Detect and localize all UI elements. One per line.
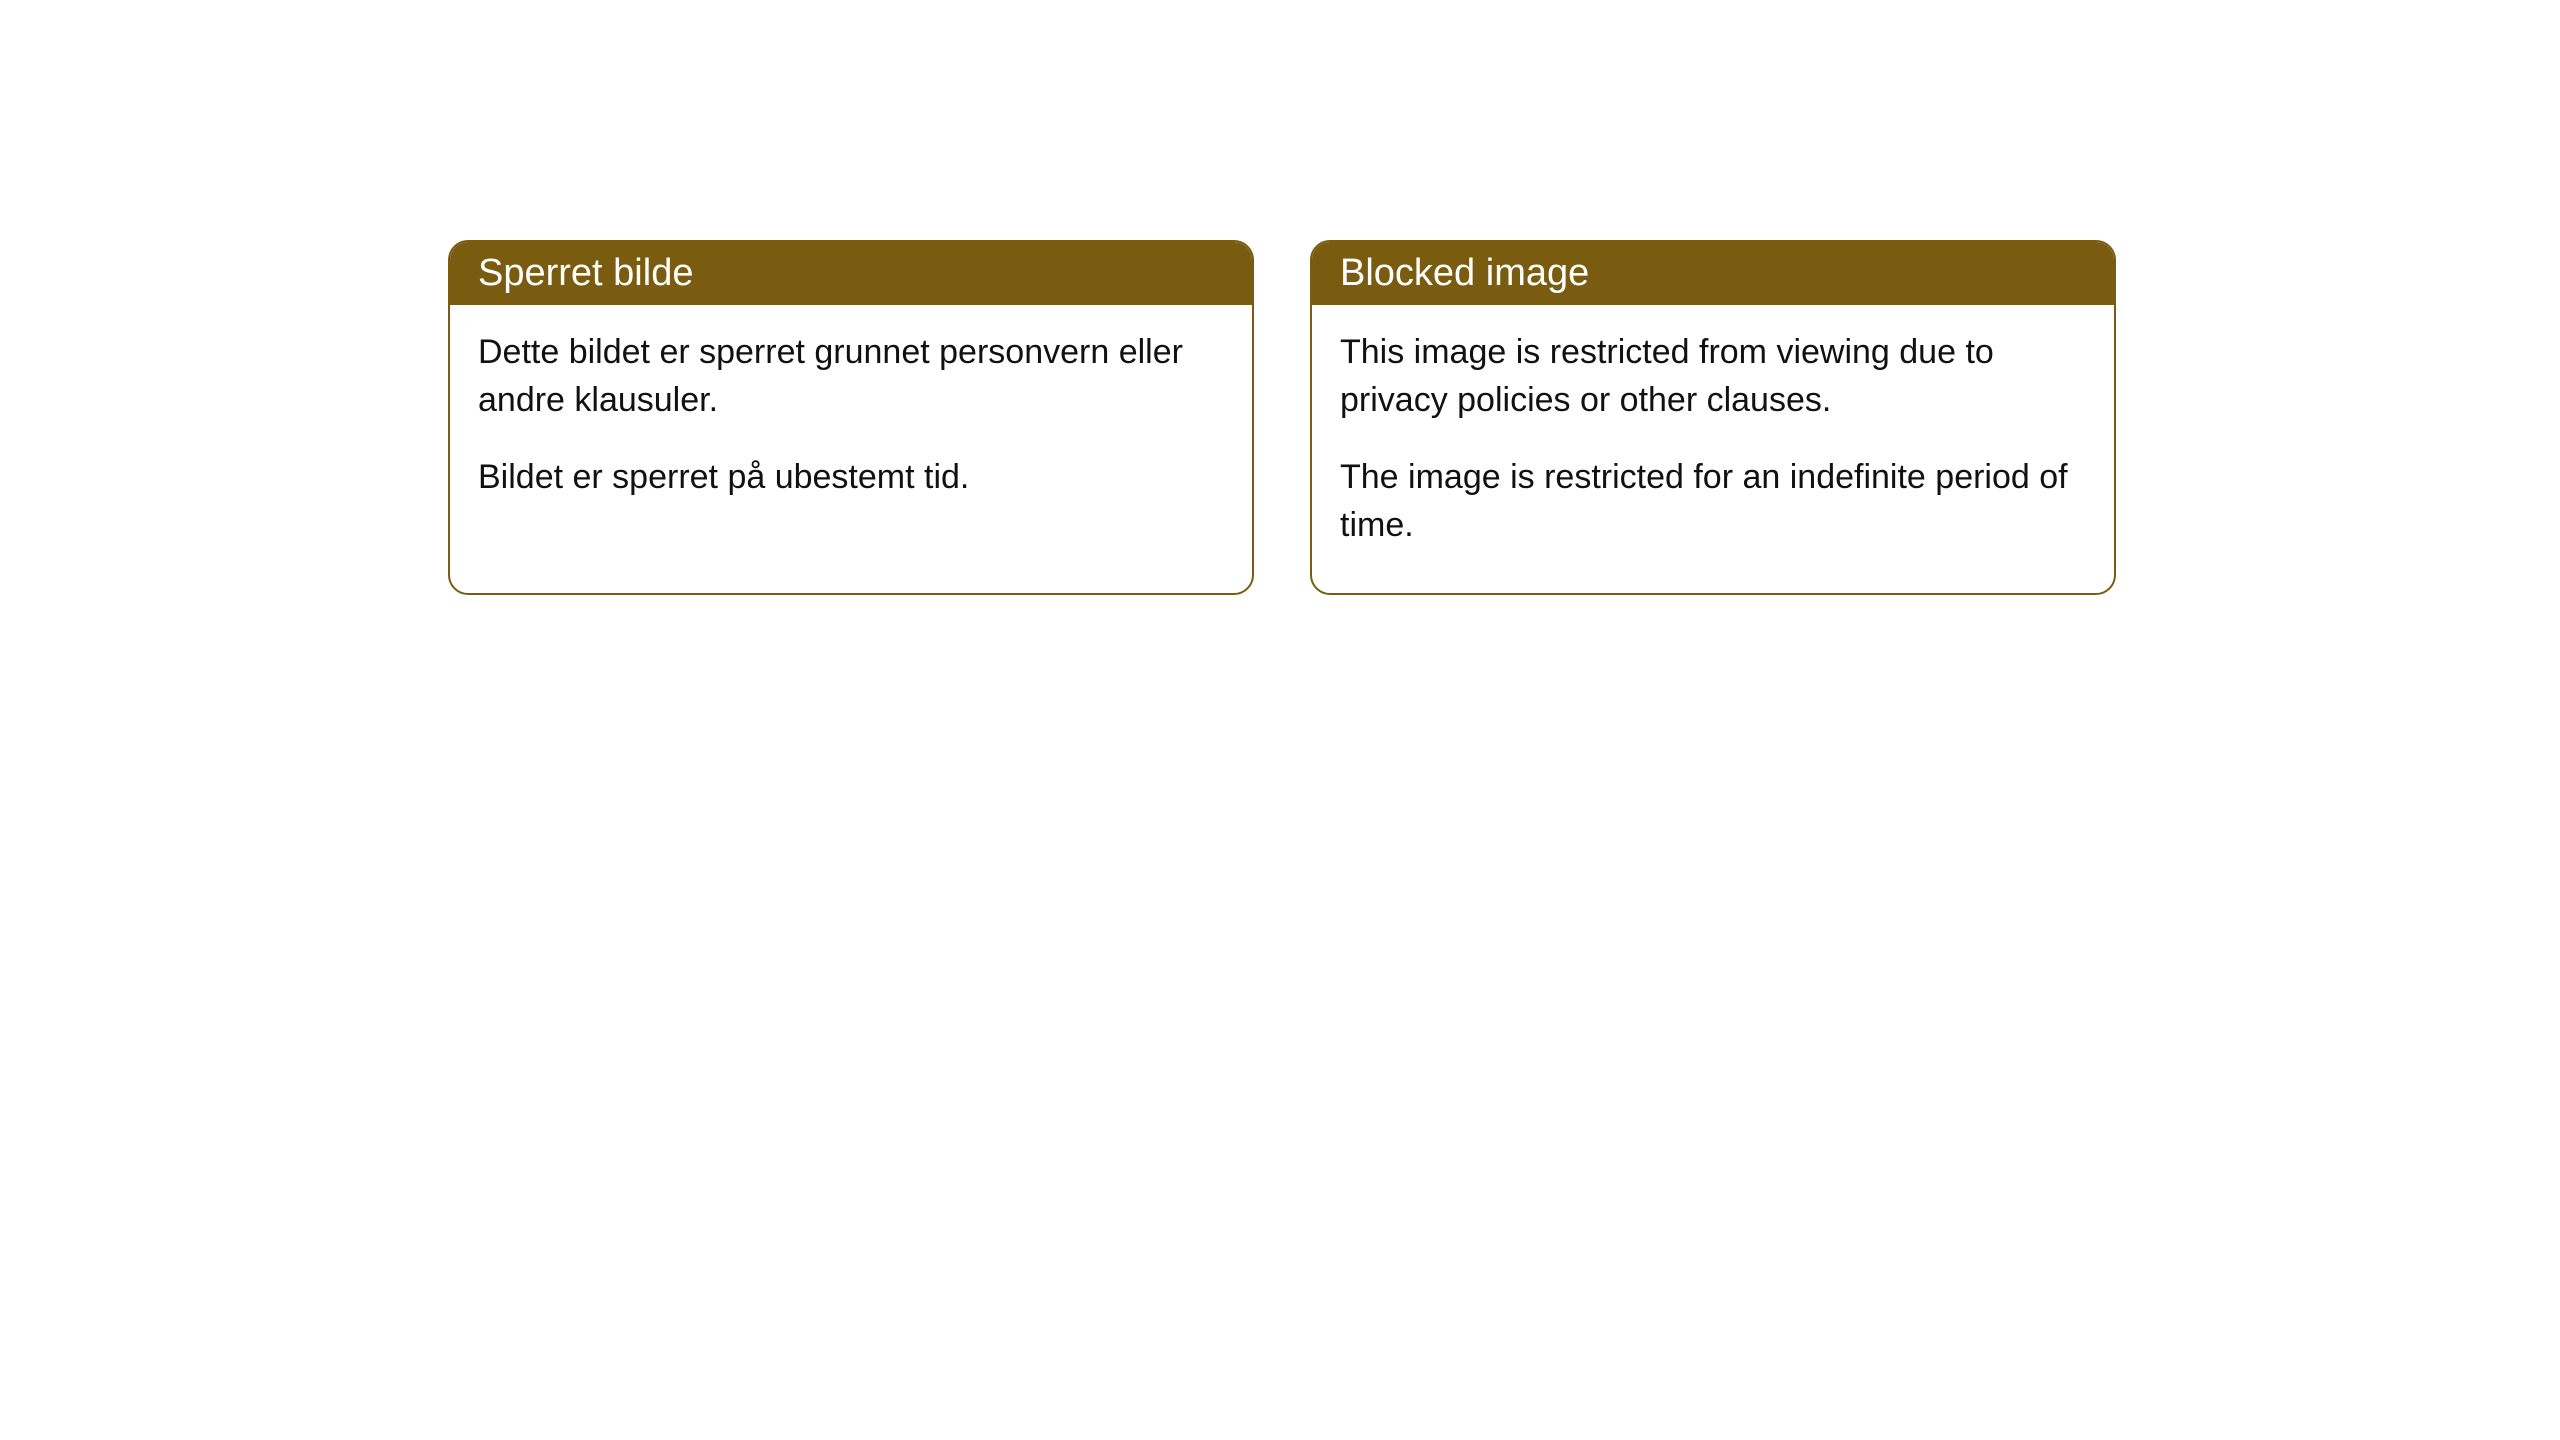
notice-container: Sperret bilde Dette bildet er sperret gr… (448, 240, 2116, 595)
card-paragraph: This image is restricted from viewing du… (1340, 329, 2086, 424)
card-header: Blocked image (1312, 242, 2114, 305)
card-paragraph: The image is restricted for an indefinit… (1340, 454, 2086, 549)
card-title: Sperret bilde (478, 252, 693, 294)
card-body: Dette bildet er sperret grunnet personve… (450, 305, 1252, 546)
card-title: Blocked image (1340, 252, 1589, 294)
card-body: This image is restricted from viewing du… (1312, 305, 2114, 593)
card-header: Sperret bilde (450, 242, 1252, 305)
notice-card-english: Blocked image This image is restricted f… (1310, 240, 2116, 595)
card-paragraph: Dette bildet er sperret grunnet personve… (478, 329, 1224, 424)
card-paragraph: Bildet er sperret på ubestemt tid. (478, 454, 1224, 502)
notice-card-norwegian: Sperret bilde Dette bildet er sperret gr… (448, 240, 1254, 595)
